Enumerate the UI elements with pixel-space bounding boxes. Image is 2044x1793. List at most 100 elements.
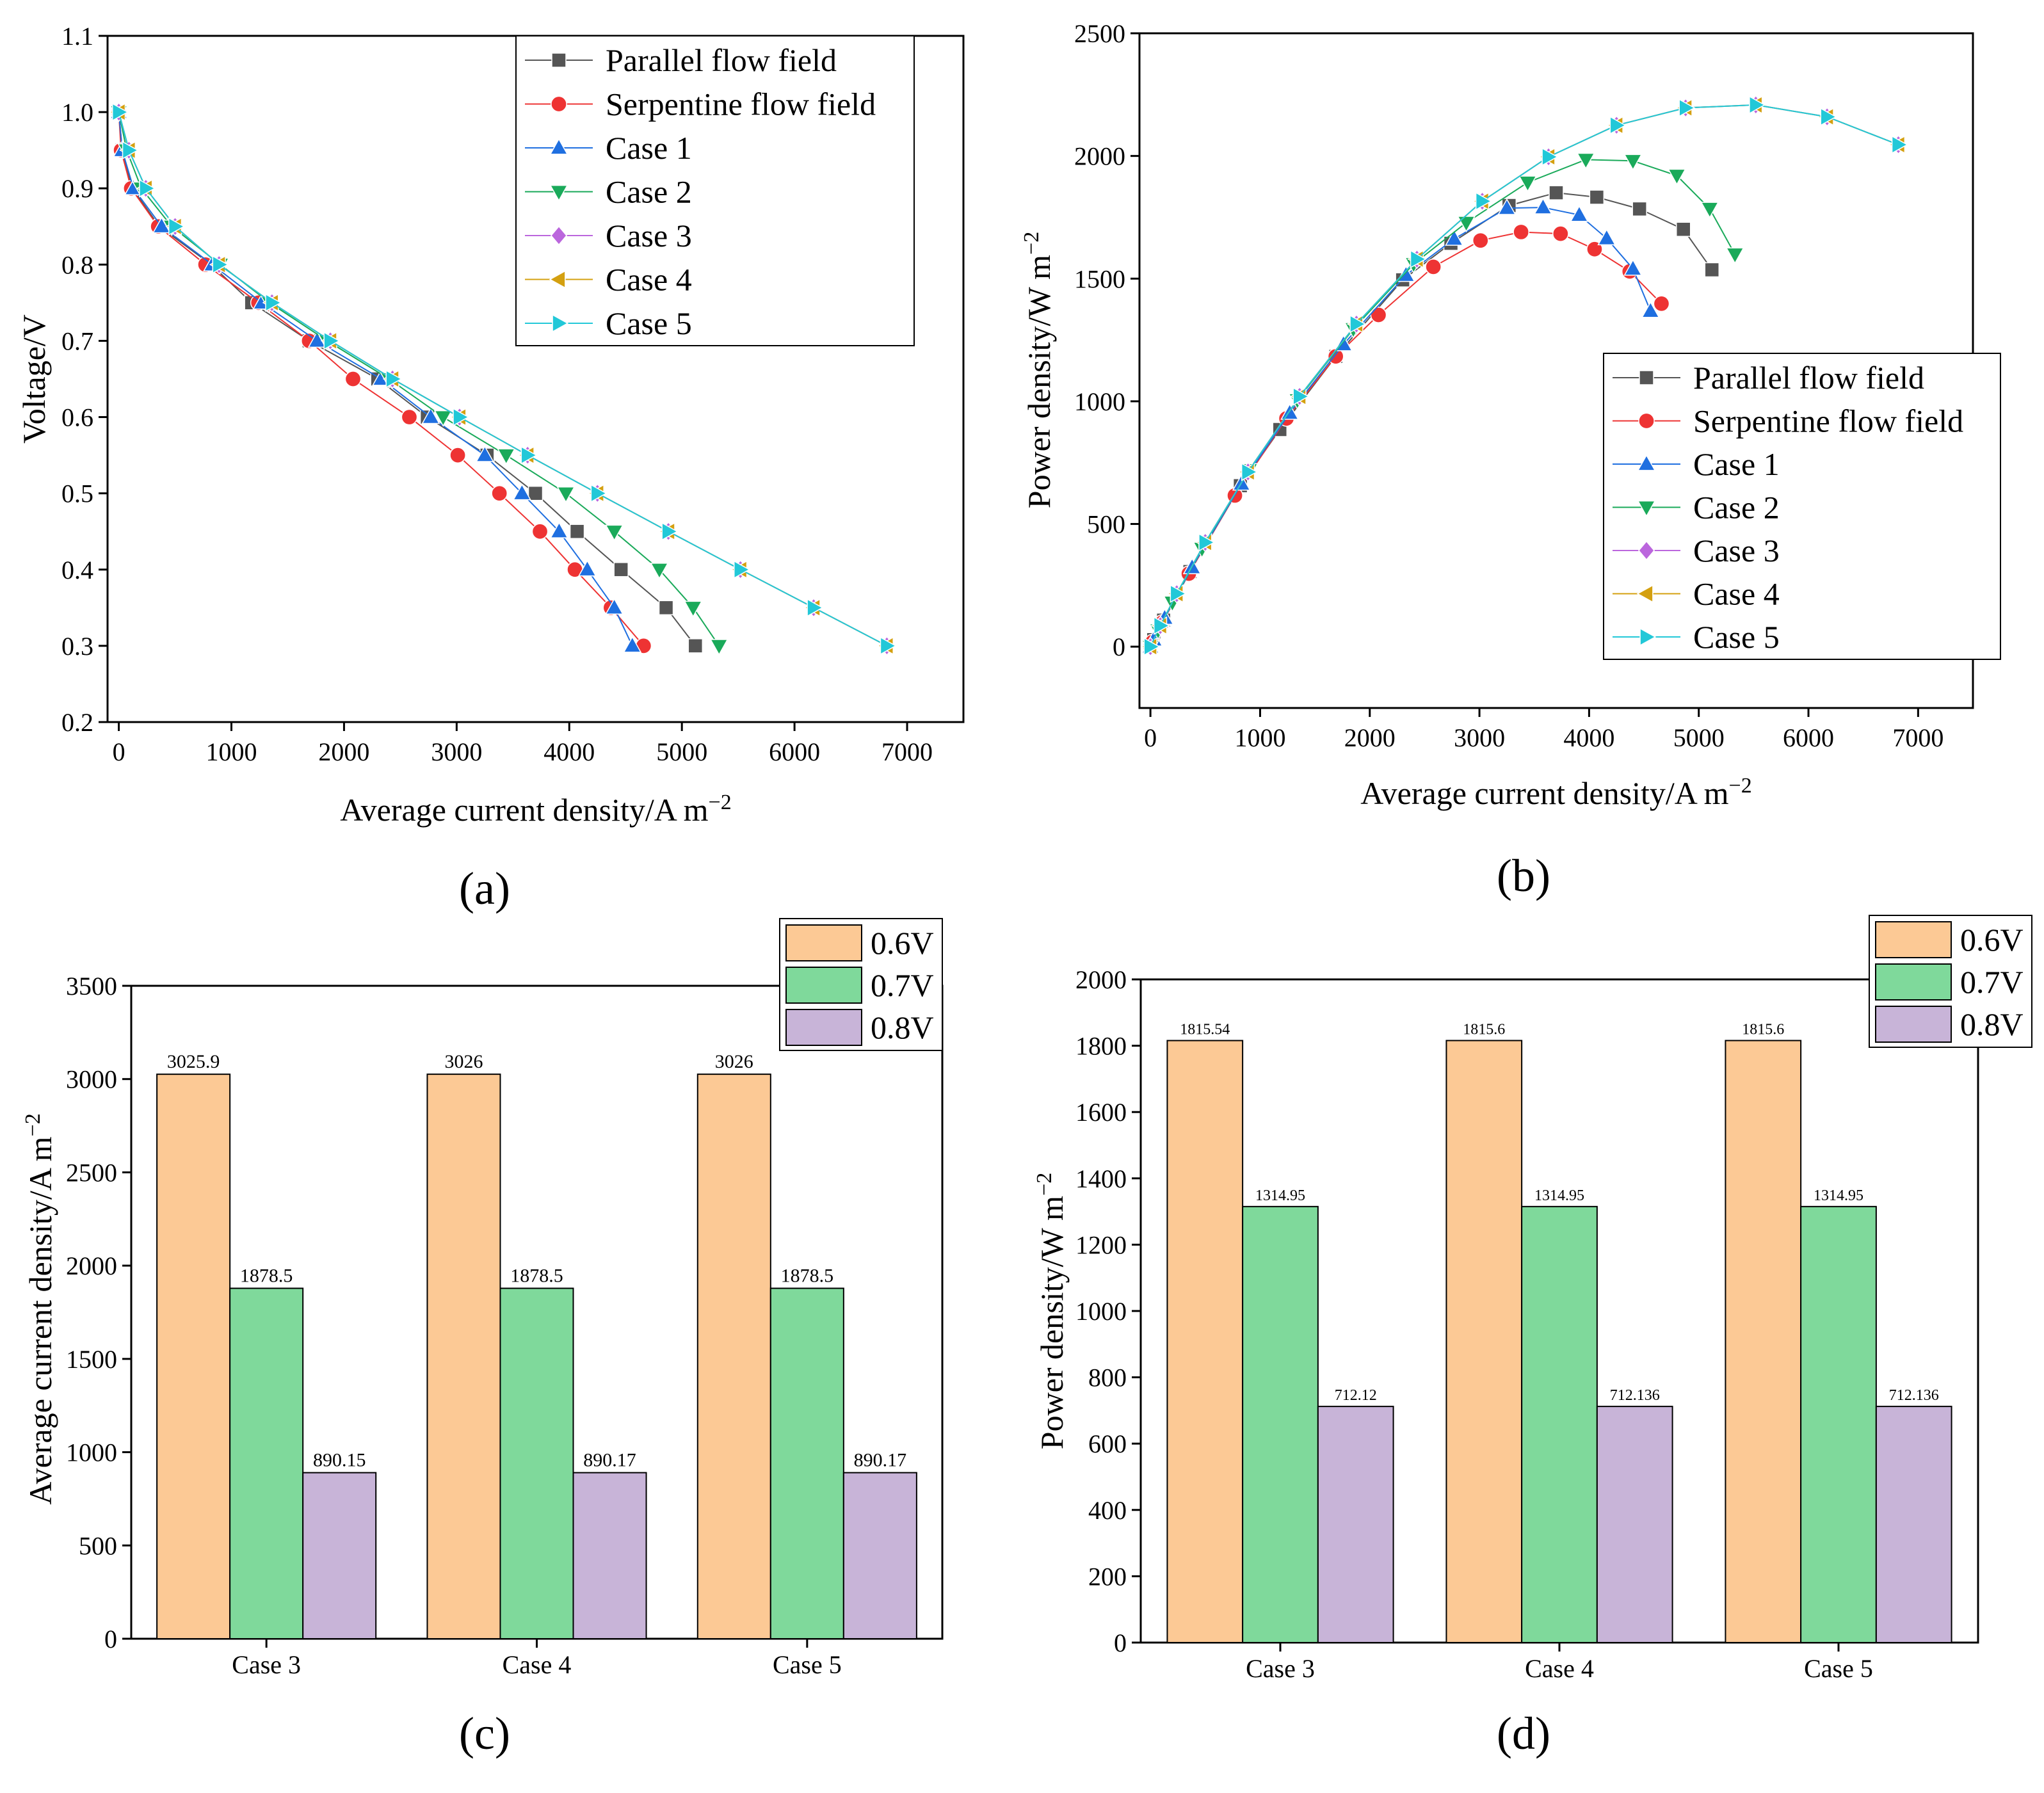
bar-0-7v-case-3 bbox=[229, 1287, 304, 1639]
bar-0-7v-case-5 bbox=[769, 1287, 844, 1639]
data-point-serpentine-flow-field bbox=[1552, 225, 1569, 242]
legend-swatch-0-7v bbox=[1875, 963, 1952, 1001]
data-point-case-2 bbox=[1518, 175, 1537, 193]
y-tick-label: 0.7 bbox=[61, 326, 93, 355]
data-point-case-5 bbox=[323, 331, 341, 350]
legend-label-parallel-flow-field: Parallel flow field bbox=[606, 42, 837, 78]
legend-label-0-6v: 0.6V bbox=[871, 925, 934, 961]
data-point-case-5 bbox=[111, 102, 129, 122]
y-tick-label: 0.8 bbox=[61, 250, 93, 279]
data-point-parallel-flow-field bbox=[658, 600, 674, 616]
x-axis-label: Average current density/A m−2 bbox=[340, 791, 731, 828]
bar-0-8v-case-4 bbox=[1596, 1406, 1673, 1643]
panel-label: (c) bbox=[459, 1708, 510, 1759]
y-axis-label: Power density/W m−2 bbox=[1020, 232, 1057, 508]
y-tick-label: 0.9 bbox=[61, 174, 93, 203]
legend: 0.6V 0.7V 0.8V bbox=[1869, 915, 2032, 1048]
y-tick-label: 1600 bbox=[1075, 1098, 1127, 1127]
x-tick-label: Case 4 bbox=[503, 1650, 572, 1679]
data-point-case-5 bbox=[1891, 135, 1908, 154]
data-point-case-1 bbox=[1570, 205, 1589, 222]
data-point-case-1 bbox=[623, 636, 642, 653]
legend-marker-case-2 bbox=[549, 184, 568, 202]
y-axis-label-superscript: −2 bbox=[1020, 232, 1043, 255]
data-point-case-2 bbox=[1725, 247, 1744, 264]
x-tick-label: 5000 bbox=[1673, 723, 1725, 752]
chart-b: 0 1000 2000 3000 4000 5000 6000 7000 0 500 1000 150… bbox=[1020, 19, 2001, 901]
data-point-case-5 bbox=[1153, 616, 1170, 635]
bar-value-label: 1314.95 bbox=[1534, 1187, 1584, 1204]
data-point-serpentine-flow-field bbox=[1513, 223, 1530, 241]
y-tick-label: 0 bbox=[1113, 632, 1125, 661]
legend-marker-case-1 bbox=[1637, 454, 1656, 471]
bar-value-label: 3026 bbox=[715, 1051, 753, 1072]
y-tick-label: 1200 bbox=[1075, 1230, 1127, 1259]
x-tick-label: Case 3 bbox=[1246, 1654, 1315, 1683]
bar-0-7v-case-5 bbox=[1800, 1205, 1877, 1644]
y-axis-label: Average current density/A m−2 bbox=[21, 1113, 58, 1504]
data-point-case-5 bbox=[168, 217, 185, 236]
y-tick-label: 1400 bbox=[1075, 1164, 1127, 1193]
legend-label-0-6v: 0.6V bbox=[1960, 922, 2024, 958]
x-axis-label: Average current density/A m−2 bbox=[1360, 774, 1751, 811]
data-point-case-5 bbox=[1678, 99, 1696, 117]
legend-label-0-7v: 0.7V bbox=[871, 967, 934, 1003]
y-tick-label: 0.5 bbox=[61, 479, 93, 508]
legend-swatch-0-6v bbox=[1875, 921, 1952, 958]
panel-label: (b) bbox=[1497, 850, 1550, 901]
data-point-case-2 bbox=[684, 600, 703, 618]
legend-marker-parallel-flow-field bbox=[551, 52, 567, 68]
bar-0-8v-case-5 bbox=[1875, 1406, 1952, 1643]
data-point-case-5 bbox=[453, 408, 470, 427]
data-point-case-1 bbox=[605, 598, 624, 615]
bar-value-label: 1815.6 bbox=[1742, 1022, 1784, 1038]
x-tick-label: 6000 bbox=[769, 737, 820, 766]
data-point-case-5 bbox=[1143, 637, 1161, 656]
panel-label: (d) bbox=[1497, 1708, 1550, 1759]
bar-0-6v-case-3 bbox=[156, 1073, 231, 1639]
x-tick-label: 4000 bbox=[543, 737, 595, 766]
data-point-case-5 bbox=[1541, 147, 1559, 166]
y-tick-label: 1.0 bbox=[61, 98, 93, 127]
x-axis-label-text: Average current density/A m bbox=[1360, 775, 1728, 811]
legend: 0.6V 0.7V 0.8V bbox=[779, 918, 943, 1051]
data-point-case-5 bbox=[1198, 533, 1216, 552]
bar-value-label: 1815.6 bbox=[1463, 1022, 1505, 1038]
data-point-case-2 bbox=[605, 524, 624, 542]
y-tick-label: 0.6 bbox=[61, 403, 93, 432]
legend-label-case-3: Case 3 bbox=[1693, 533, 1780, 568]
data-point-case-5 bbox=[1241, 462, 1258, 481]
data-point-case-5 bbox=[1349, 314, 1367, 334]
data-point-serpentine-flow-field bbox=[1472, 232, 1489, 249]
bar-0-6v-case-3 bbox=[1166, 1040, 1244, 1643]
x-tick-label: 1000 bbox=[206, 737, 257, 766]
data-point-case-2 bbox=[497, 448, 516, 465]
bar-value-label: 1314.95 bbox=[1814, 1187, 1863, 1204]
x-tick-label: 7000 bbox=[1892, 723, 1943, 752]
legend-label-case-1: Case 1 bbox=[606, 130, 692, 166]
x-tick-label: Case 4 bbox=[1525, 1654, 1594, 1683]
data-point-serpentine-flow-field bbox=[344, 371, 362, 387]
y-tick-label: 500 bbox=[1087, 510, 1125, 539]
y-axis-label-text: Power density/W m bbox=[1034, 1196, 1070, 1449]
data-point-case-5 bbox=[265, 293, 282, 312]
data-point-case-5 bbox=[122, 141, 139, 160]
data-point-case-2 bbox=[433, 410, 453, 427]
data-point-parallel-flow-field bbox=[1704, 262, 1720, 278]
legend-label-case-4: Case 4 bbox=[1693, 576, 1780, 612]
x-tick-label: 1000 bbox=[1234, 723, 1285, 752]
legend-marker-serpentine-flow-field bbox=[551, 95, 567, 113]
legend-marker-case-4 bbox=[549, 270, 566, 289]
y-tick-label: 1800 bbox=[1075, 1032, 1127, 1061]
x-axis-label-superscript: −2 bbox=[709, 791, 732, 814]
x-tick-label: 0 bbox=[113, 737, 125, 766]
y-tick-label: 0 bbox=[104, 1625, 117, 1653]
legend-box bbox=[1603, 353, 2001, 660]
panel-label: (a) bbox=[459, 863, 510, 914]
chart-d: 0 200 400 600 800 1000 1200 1400 1600 1800 2000 Cas… bbox=[1033, 915, 2032, 1759]
series-serpentine-flow-field bbox=[1142, 223, 1670, 655]
data-point-case-1 bbox=[549, 521, 568, 538]
data-point-serpentine-flow-field bbox=[491, 485, 508, 502]
data-point-case-5 bbox=[139, 179, 156, 198]
